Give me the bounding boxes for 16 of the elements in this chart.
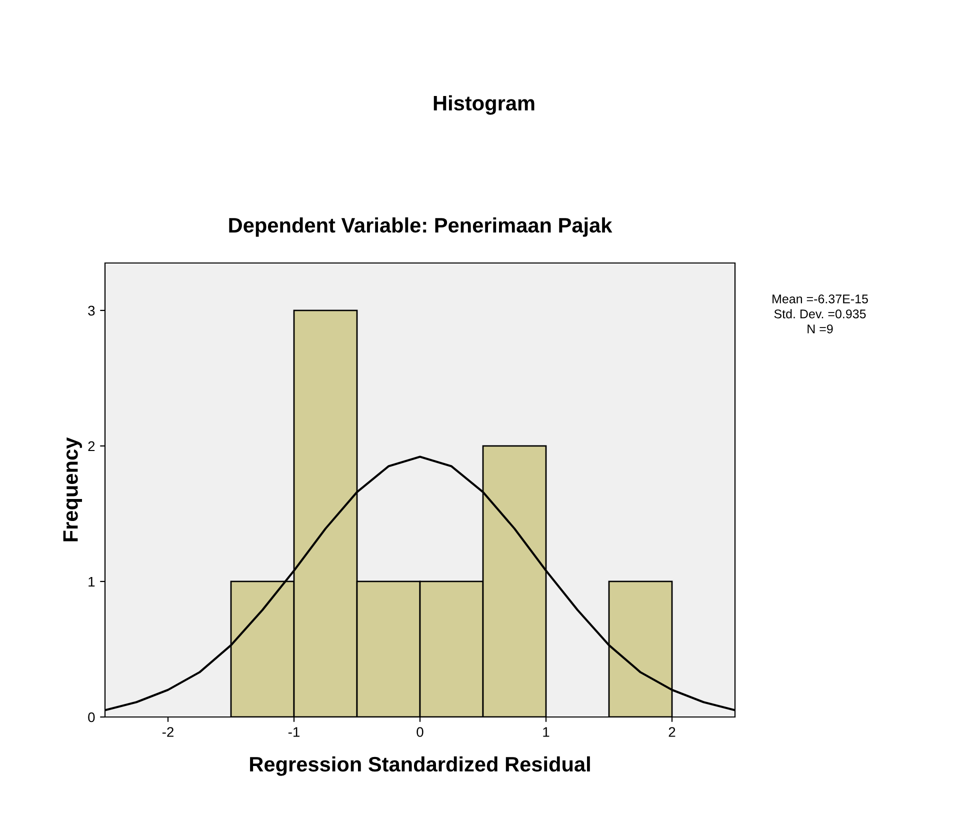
x-tick-label: -2 bbox=[162, 727, 174, 737]
text: Mean =-6.37E-15 bbox=[772, 294, 868, 304]
y-tick-label: 3 bbox=[88, 306, 95, 316]
chart-subtitle: Dependent Variable: Penerimaan Pajak bbox=[229, 217, 612, 237]
x-tick-label: 0 bbox=[416, 727, 424, 737]
x-tick-label: 2 bbox=[668, 727, 676, 737]
x-tick-label: -1 bbox=[288, 727, 300, 737]
y-tick-label: 1 bbox=[88, 576, 95, 587]
y-tick-label: 0 bbox=[88, 712, 95, 722]
text: N =9 bbox=[808, 324, 833, 334]
text: Std. Dev. =0.935 bbox=[774, 309, 866, 318]
x-tick-label: 1 bbox=[543, 727, 550, 737]
x-axis-title: Regression Standardized Residual bbox=[250, 756, 590, 776]
y-tick-label: 2 bbox=[88, 441, 95, 451]
y-axis-title: Frequency bbox=[63, 437, 82, 542]
chart-title: Histogram bbox=[434, 95, 534, 115]
